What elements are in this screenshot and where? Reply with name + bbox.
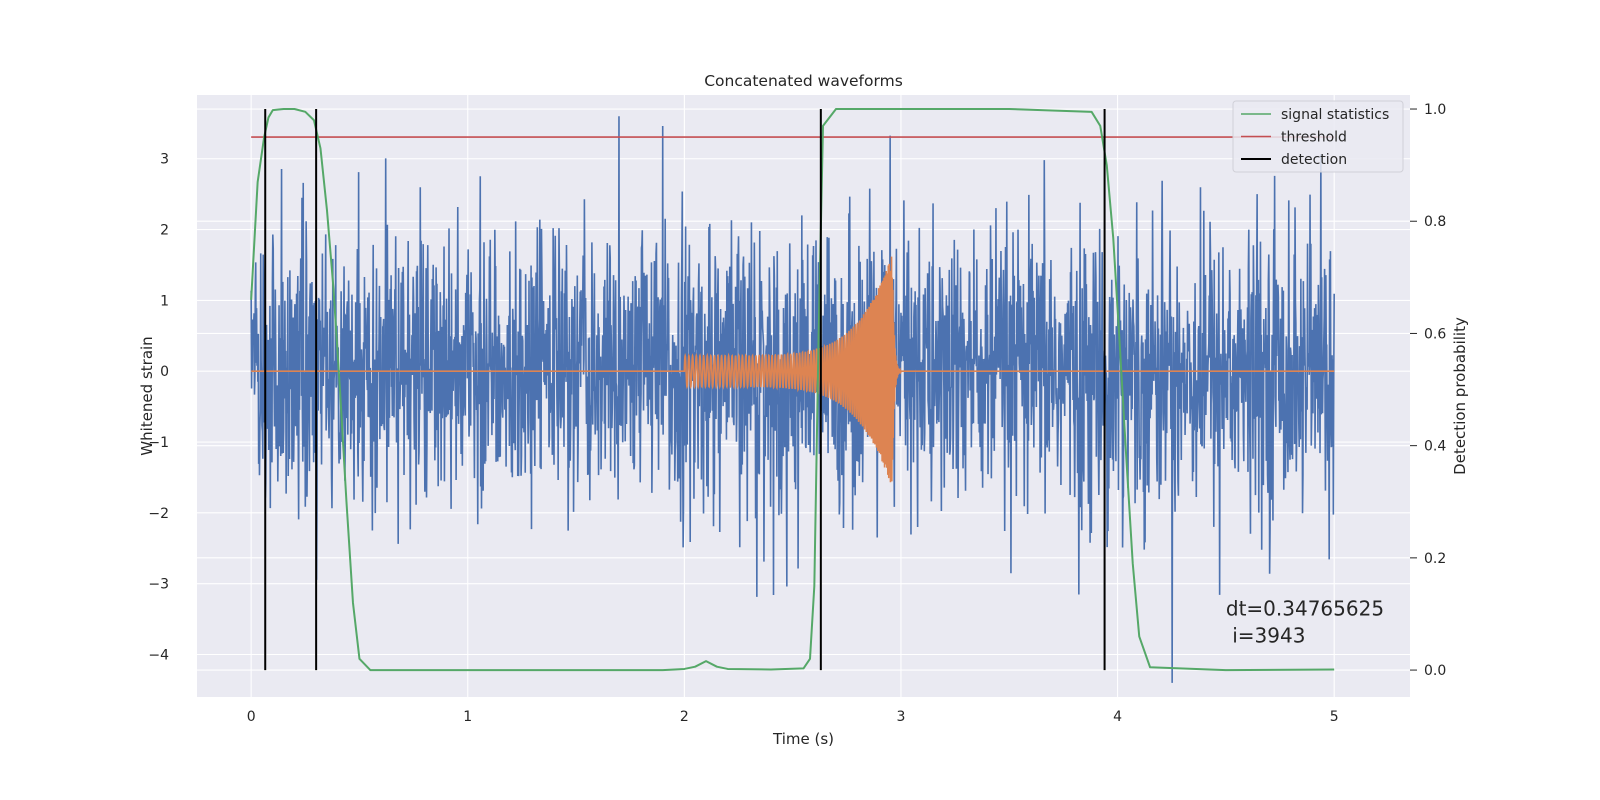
y2-tick-label-0: 0.0 [1424, 663, 1446, 679]
annotation-dt: dt=0.34765625 [1226, 597, 1384, 621]
annotation-index: i=3943 [1226, 623, 1306, 647]
y2-axis-ticks: 0.0 0.2 0.4 0.6 0.8 1.0 [1410, 102, 1446, 679]
x-tick-label-0: 0 [247, 709, 256, 725]
y2-tick-label-2: 0.4 [1424, 439, 1446, 455]
y-axis-label: Whitened strain [138, 336, 156, 455]
y2-tick-label-3: 0.6 [1424, 326, 1446, 342]
injected-waveform-line [251, 256, 1335, 483]
y-tick-label-5: 1 [160, 293, 169, 309]
x-tick-label-3: 3 [897, 709, 906, 725]
y-tick-label-6: 2 [160, 223, 169, 239]
chart-title: Concatenated waveforms [704, 72, 903, 90]
y-tick-label-2: −2 [148, 506, 169, 522]
y-tick-label-0: −4 [148, 648, 169, 664]
series-detection [264, 109, 1106, 671]
y-axis-ticks: −4 −3 −2 −1 0 1 2 3 [148, 152, 169, 664]
signal-statistics-line [250, 108, 1335, 672]
legend-label-detection: detection [1281, 152, 1347, 168]
y-tick-label-4: 0 [160, 364, 169, 380]
series-injected-waveform [251, 256, 1335, 483]
legend-box [1232, 100, 1404, 173]
series-signal-statistics [250, 108, 1335, 672]
x-axis-ticks: 0 1 2 3 4 5 [247, 709, 1339, 725]
legend-label-threshold: threshold [1281, 130, 1347, 146]
y2-axis-label: Detection probability [1451, 317, 1469, 475]
y2-tick-label-1: 0.2 [1424, 551, 1446, 567]
y2-tick-label-4: 0.8 [1424, 214, 1446, 230]
y-tick-label-7: 3 [160, 152, 169, 168]
x-tick-label-4: 4 [1113, 709, 1122, 725]
x-axis-label: Time (s) [772, 730, 834, 748]
legend: signal statistics threshold detection [1232, 100, 1404, 173]
x-tick-label-1: 1 [463, 709, 472, 725]
legend-label-signal-statistics: signal statistics [1281, 107, 1389, 123]
y2-tick-label-5: 1.0 [1424, 102, 1446, 118]
y-tick-label-1: −3 [148, 577, 169, 593]
x-tick-label-2: 2 [680, 709, 689, 725]
x-tick-label-5: 5 [1330, 709, 1339, 725]
plot-area [250, 108, 1335, 683]
y-tick-label-3: −1 [148, 435, 169, 451]
